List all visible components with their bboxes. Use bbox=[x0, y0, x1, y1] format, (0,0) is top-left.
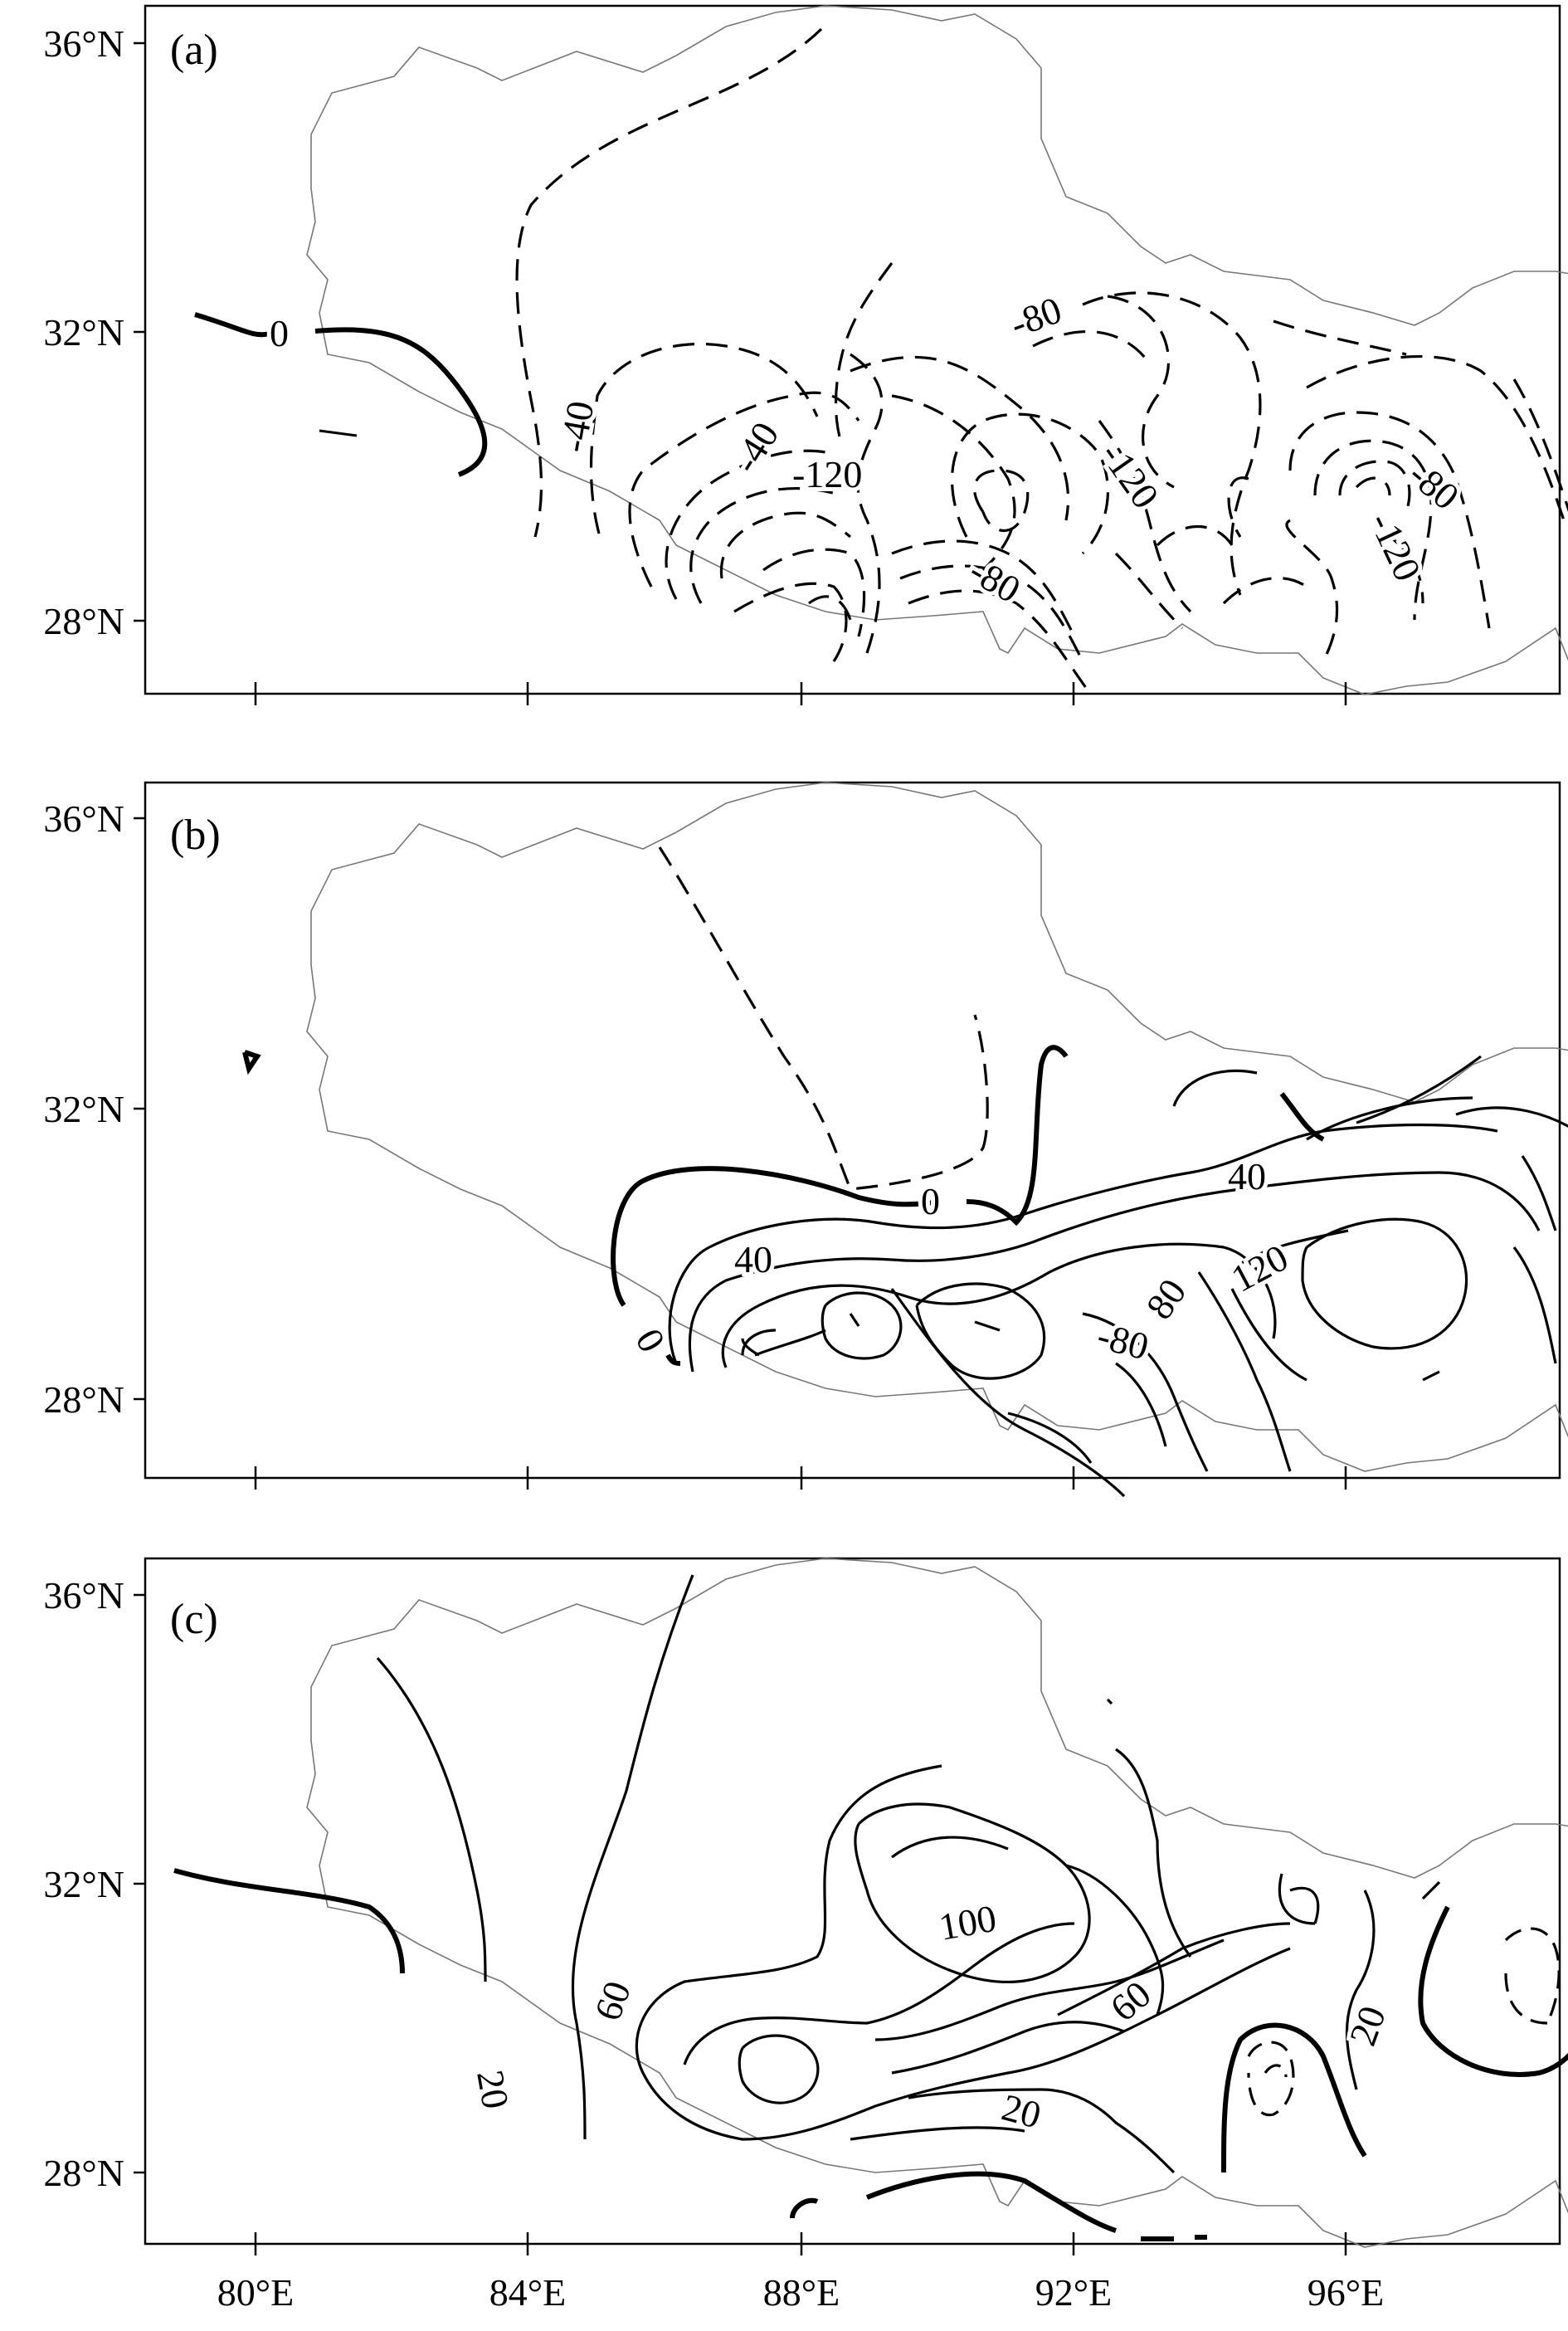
contour-label: 100 bbox=[936, 1897, 1000, 1948]
x-tick-label: 96°E bbox=[1307, 2271, 1385, 2314]
x-tick-labels: 80°E 84°E 88°E 92°E 96°E bbox=[217, 2271, 1385, 2314]
y-tick-label: 36°N bbox=[43, 22, 124, 65]
panel-b-zero-contours bbox=[242, 1045, 1325, 1366]
panel-c-frame bbox=[144, 1557, 1561, 2246]
panel-c: 20 60 100 60 20 20 (c) bbox=[144, 1557, 1568, 2248]
contour-label: 40 bbox=[734, 1238, 772, 1280]
y-tick-label: 32°N bbox=[43, 1088, 124, 1130]
panel-c-negative-contours bbox=[1247, 1927, 1561, 2117]
contour-label: 20 bbox=[469, 2067, 517, 2112]
panel-c-plateau-border bbox=[306, 1558, 1568, 2248]
contour-label: 80 bbox=[1137, 1271, 1194, 1327]
panel-b-positive-contours bbox=[668, 1055, 1568, 1498]
contour-label: -120 bbox=[1093, 434, 1167, 515]
x-tick-label: 84°E bbox=[489, 2271, 567, 2314]
contour-label: -40 bbox=[552, 397, 602, 455]
y-tick-label: 32°N bbox=[43, 1863, 124, 1905]
contour-label: 0 bbox=[921, 1180, 940, 1222]
panel-a-frame bbox=[144, 4, 1561, 695]
contour-label: 0 bbox=[627, 1322, 674, 1359]
panel-b: 0 0 40 40 -80 80 120 (b) bbox=[144, 781, 1568, 1498]
contour-label: 60 bbox=[586, 1976, 639, 2026]
panel-label: (b) bbox=[170, 812, 221, 859]
panel-a: 0 -40 -40 -80 -120 -120 -80 -80 -120 (a) bbox=[144, 4, 1568, 695]
panel-a-plateau-border bbox=[306, 5, 1568, 695]
contour-label: -80 bbox=[962, 549, 1028, 611]
contour-label: -80 bbox=[1401, 453, 1468, 518]
tick-marks bbox=[134, 41, 1347, 2255]
panel-a-small-contour bbox=[319, 429, 358, 437]
panel-c-positive-contours bbox=[376, 1574, 1441, 2174]
panel-b-contour-labels: 0 0 40 40 -80 80 120 (b) bbox=[170, 812, 1299, 1373]
panel-a-zero-contour bbox=[194, 312, 270, 338]
y-tick-label: 36°N bbox=[43, 1574, 124, 1617]
panel-c-contour-labels: 20 60 100 60 20 20 (c) bbox=[170, 1596, 1398, 2141]
y-tick-label: 36°N bbox=[43, 797, 124, 840]
y-tick-label: 28°N bbox=[43, 2152, 124, 2194]
panel-a-contour-labels: 0 -40 -40 -80 -120 -120 -80 -80 -120 (a) bbox=[170, 27, 1471, 615]
panel-a-negative-contours bbox=[515, 27, 1568, 695]
contour-label: -120 bbox=[792, 453, 862, 495]
panel-b-negative-contour bbox=[658, 846, 989, 1191]
y-tick-label: 28°N bbox=[43, 600, 124, 642]
contour-label: 60 bbox=[1103, 1973, 1159, 2030]
x-tick-label: 92°E bbox=[1035, 2271, 1113, 2314]
x-tick-label: 88°E bbox=[763, 2271, 840, 2314]
y-tick-labels: 36°N 32°N 28°N 36°N 32°N 28°N 36°N 32°N … bbox=[43, 22, 124, 2194]
panel-c-zero-contours bbox=[173, 1868, 1568, 2241]
contour-label: -80 bbox=[1093, 1314, 1152, 1368]
contour-label: 40 bbox=[1228, 1155, 1266, 1197]
panel-label: (a) bbox=[170, 27, 218, 74]
panel-a-zero-contour bbox=[314, 327, 488, 477]
y-tick-label: 28°N bbox=[43, 1378, 124, 1421]
contour-label: -80 bbox=[1005, 288, 1067, 345]
contour-label: 0 bbox=[270, 312, 289, 354]
contour-label: -40 bbox=[724, 415, 787, 480]
x-tick-label: 80°E bbox=[217, 2271, 295, 2314]
y-tick-label: 32°N bbox=[43, 311, 124, 354]
panel-b-frame bbox=[144, 781, 1561, 1480]
panel-label: (c) bbox=[170, 1596, 218, 1643]
